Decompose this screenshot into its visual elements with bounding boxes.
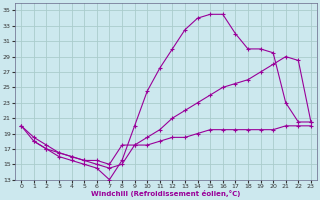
X-axis label: Windchill (Refroidissement éolien,°C): Windchill (Refroidissement éolien,°C) [92,190,241,197]
